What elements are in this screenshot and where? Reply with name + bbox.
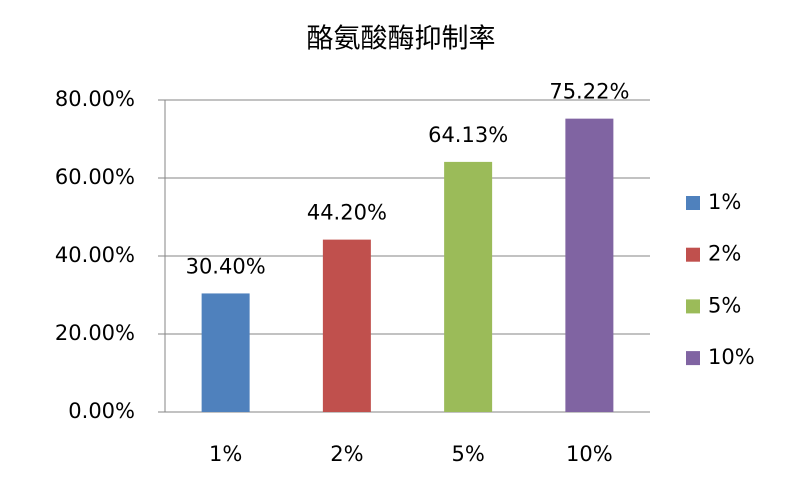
legend-label: 2% xyxy=(708,242,741,266)
legend-swatch xyxy=(686,299,700,314)
bar xyxy=(322,239,371,412)
y-tick-label: 0.00% xyxy=(68,399,135,423)
value-label: 75.22% xyxy=(549,80,629,104)
y-tick-label: 60.00% xyxy=(55,165,135,189)
x-tick-label: 1% xyxy=(209,442,242,466)
y-tick-label: 20.00% xyxy=(55,321,135,345)
value-label: 64.13% xyxy=(428,123,508,147)
bar xyxy=(565,118,614,412)
chart-title: 酪氨酸酶抑制率 xyxy=(307,24,496,55)
legend-swatch xyxy=(686,196,700,210)
value-label: 30.40% xyxy=(186,254,266,278)
y-tick-label: 40.00% xyxy=(55,243,135,267)
bar xyxy=(444,161,493,412)
legend-swatch xyxy=(686,247,700,262)
x-tick-label: 5% xyxy=(451,442,484,466)
value-label: 44.20% xyxy=(307,201,387,225)
x-tick-label: 10% xyxy=(566,442,613,466)
legend-label: 10% xyxy=(708,345,755,369)
legend-label: 5% xyxy=(708,293,741,317)
bar xyxy=(201,293,250,412)
legend-swatch xyxy=(686,351,700,366)
x-tick-label: 2% xyxy=(330,442,363,466)
y-tick-label: 80.00% xyxy=(55,87,135,111)
legend-label: 1% xyxy=(708,190,741,214)
